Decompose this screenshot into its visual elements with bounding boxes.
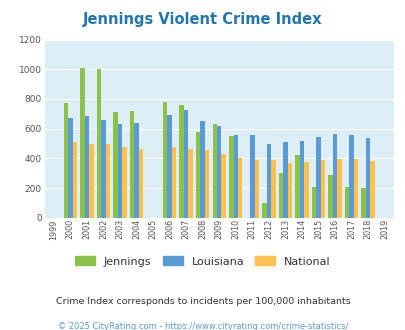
Bar <box>369 161 374 218</box>
Bar <box>96 69 101 218</box>
Bar <box>254 160 258 218</box>
Bar <box>167 115 171 218</box>
Bar <box>332 134 337 218</box>
Bar <box>171 147 176 218</box>
Bar <box>249 135 254 218</box>
Bar <box>237 158 242 218</box>
Bar <box>278 173 283 218</box>
Bar <box>72 142 77 218</box>
Bar <box>365 138 369 218</box>
Bar <box>196 132 200 218</box>
Bar <box>311 186 315 218</box>
Bar <box>200 121 205 218</box>
Bar <box>353 159 358 218</box>
Bar <box>294 155 299 218</box>
Bar <box>130 111 134 218</box>
Bar <box>287 163 292 218</box>
Bar <box>101 120 105 218</box>
Bar <box>122 147 126 218</box>
Bar <box>89 144 93 218</box>
Bar <box>179 105 183 218</box>
Bar <box>303 162 308 218</box>
Bar <box>266 144 271 218</box>
Bar <box>320 160 324 218</box>
Bar <box>212 123 216 218</box>
Text: Jennings Violent Crime Index: Jennings Violent Crime Index <box>83 12 322 26</box>
Bar <box>117 124 122 218</box>
Bar <box>299 141 303 218</box>
Text: Crime Index corresponds to incidents per 100,000 inhabitants: Crime Index corresponds to incidents per… <box>55 297 350 306</box>
Bar <box>233 135 237 218</box>
Bar <box>80 68 84 218</box>
Bar <box>360 188 365 218</box>
Bar <box>134 123 139 218</box>
Bar <box>84 116 89 218</box>
Bar <box>283 142 287 218</box>
Bar <box>228 136 233 218</box>
Bar <box>64 103 68 218</box>
Bar <box>315 137 320 218</box>
Bar <box>139 149 143 218</box>
Bar <box>68 117 72 218</box>
Bar <box>105 144 110 218</box>
Bar <box>349 135 353 218</box>
Bar <box>216 126 221 218</box>
Bar <box>262 203 266 218</box>
Bar <box>221 154 226 218</box>
Bar <box>188 149 192 218</box>
Bar <box>271 160 275 218</box>
Bar <box>337 159 341 218</box>
Text: © 2025 CityRating.com - https://www.cityrating.com/crime-statistics/: © 2025 CityRating.com - https://www.city… <box>58 322 347 330</box>
Bar <box>113 112 117 218</box>
Bar <box>183 110 188 218</box>
Bar <box>162 102 167 218</box>
Bar <box>328 176 332 218</box>
Legend: Jennings, Louisiana, National: Jennings, Louisiana, National <box>75 256 330 267</box>
Bar <box>205 150 209 218</box>
Bar <box>344 186 349 218</box>
